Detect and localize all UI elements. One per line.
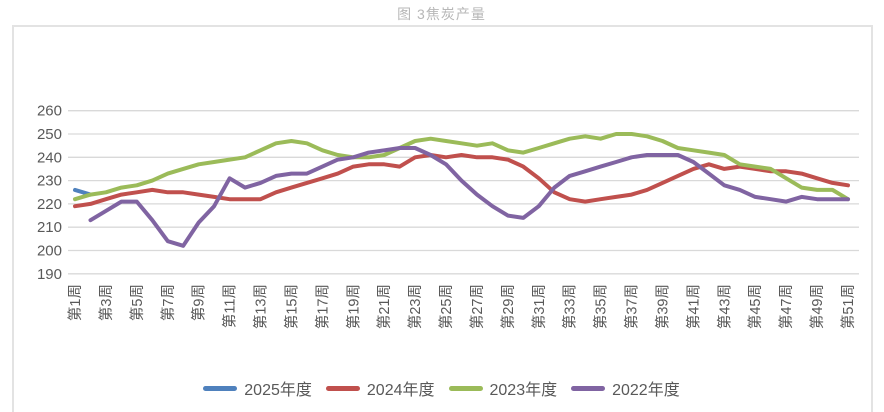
x-axis-tick-label: 第45周 bbox=[746, 284, 764, 329]
legend-label: 2024年度 bbox=[366, 382, 435, 399]
x-axis-tick-label: 第1周 bbox=[66, 284, 84, 321]
series-line-2024年度 bbox=[73, 153, 850, 209]
x-axis-tick-label: 第37周 bbox=[623, 284, 641, 329]
series-line-2022年度 bbox=[88, 146, 850, 248]
legend-label: 2025年度 bbox=[244, 382, 312, 399]
x-axis-tick-label: 第19周 bbox=[344, 284, 362, 329]
x-axis-tick-label: 第29周 bbox=[499, 284, 517, 329]
legend-swatch bbox=[448, 385, 483, 391]
x-axis-tick-label: 第27周 bbox=[468, 284, 486, 329]
x-axis-tick-label: 第25周 bbox=[437, 284, 455, 329]
legend-label: 2023年度 bbox=[489, 382, 558, 399]
x-axis-tick-label: 第41周 bbox=[684, 284, 702, 329]
x-axis-tick-label: 第39周 bbox=[653, 284, 671, 329]
legend-swatch bbox=[571, 385, 606, 391]
legend-item-2023年度: 2023年度 bbox=[448, 376, 558, 400]
x-axis-tick-label: 第31周 bbox=[530, 284, 548, 329]
x-axis-tick-label: 第47周 bbox=[777, 284, 795, 329]
y-axis-tick-label: 220 bbox=[37, 196, 62, 213]
x-axis-tick-label: 第3周 bbox=[97, 284, 115, 321]
x-axis-tick-label: 第49周 bbox=[808, 284, 826, 329]
legend-swatch bbox=[203, 385, 238, 391]
legend-swatch bbox=[325, 385, 360, 391]
y-axis-tick-label: 230 bbox=[37, 173, 62, 190]
x-axis-tick-label: 第23周 bbox=[406, 284, 424, 329]
legend-label: 2022年度 bbox=[612, 382, 680, 399]
x-axis-tick-label: 第43周 bbox=[715, 284, 733, 329]
y-axis-tick-label: 190 bbox=[37, 266, 62, 283]
x-axis-tick-label: 第7周 bbox=[159, 284, 177, 321]
x-axis-tick-label: 第15周 bbox=[282, 284, 300, 329]
line-chart-plot-area: 190200210220230240250260第1周 第3周 第5周 第7周 第9周第… bbox=[37, 103, 859, 329]
x-axis-tick-label: 第35周 bbox=[592, 284, 610, 329]
legend-item-2024年度: 2024年度 bbox=[325, 376, 435, 400]
x-axis-tick-label: 第5周 bbox=[128, 284, 146, 321]
chart-legend: 2025年度 2024年度 2023年度 2022年度 bbox=[12, 376, 871, 400]
x-axis-tick-label: 第21周 bbox=[375, 284, 393, 329]
x-axis-tick-label: 第11周 bbox=[221, 284, 239, 328]
x-axis-tick-label: 第17周 bbox=[313, 284, 331, 329]
legend-item-2022年度: 2022年度 bbox=[571, 376, 680, 400]
y-axis-tick-label: 210 bbox=[37, 219, 62, 236]
x-axis-tick-label: 第33周 bbox=[561, 284, 579, 329]
legend-item-2025年度: 2025年度 bbox=[203, 376, 312, 400]
chart-frame bbox=[12, 25, 873, 412]
chart-title: 图 3焦炭产量 bbox=[397, 6, 486, 22]
y-axis-tick-label: 260 bbox=[37, 103, 62, 120]
x-axis-tick-label: 第13周 bbox=[252, 284, 270, 329]
series-line-2023年度 bbox=[73, 132, 850, 202]
x-axis-tick-label: 第9周 bbox=[190, 284, 208, 321]
y-axis-tick-label: 200 bbox=[37, 243, 62, 260]
y-axis-tick-label: 250 bbox=[37, 126, 62, 143]
y-axis-tick-label: 240 bbox=[37, 149, 62, 166]
x-axis-tick-label: 第51周 bbox=[839, 284, 857, 329]
